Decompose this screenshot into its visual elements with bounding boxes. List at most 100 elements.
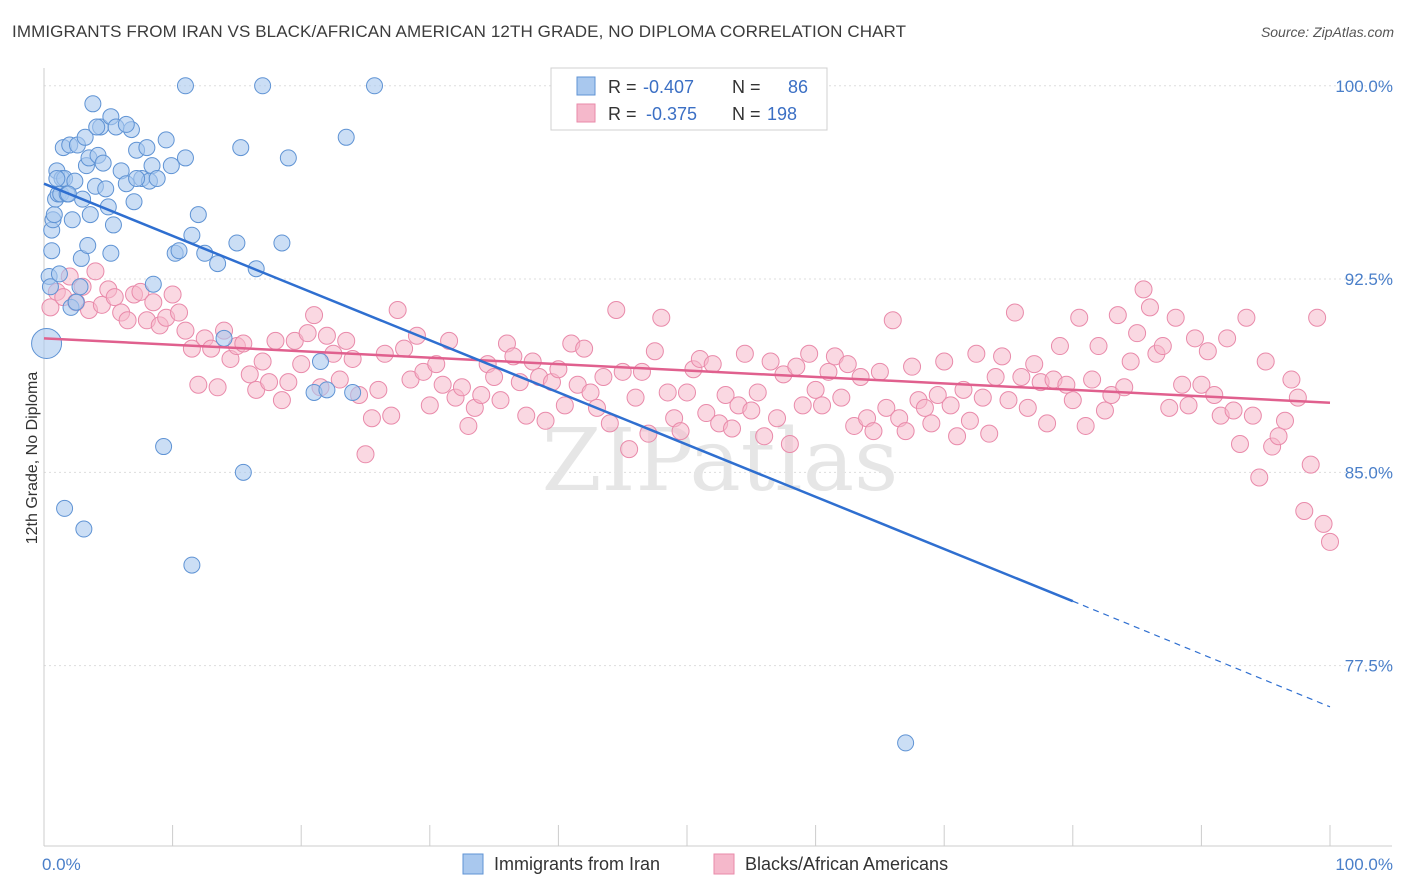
blue-data-point xyxy=(97,180,115,198)
pink-data-point xyxy=(575,339,594,358)
pink-data-point xyxy=(819,362,838,381)
pink-data-point xyxy=(1314,514,1333,533)
blue-data-point xyxy=(344,383,362,401)
blue-data-point xyxy=(76,128,94,146)
pink-data-point xyxy=(1288,388,1307,407)
pink-data-point xyxy=(1224,401,1243,420)
pink-data-point xyxy=(948,427,967,446)
pink-data-point xyxy=(941,396,960,415)
pink-data-point xyxy=(362,409,381,428)
pink-data-point xyxy=(1250,468,1269,487)
pink-data-point xyxy=(240,365,259,384)
pink-data-point xyxy=(594,367,613,386)
blue-data-point xyxy=(88,118,106,136)
pink-data-point xyxy=(472,386,491,405)
pink-data-point xyxy=(1192,375,1211,394)
pink-data-point xyxy=(877,398,896,417)
y-axis-label: 12th Grade, No Diploma xyxy=(24,372,41,545)
pink-data-point xyxy=(870,362,889,381)
pink-data-point xyxy=(388,300,407,319)
pink-data-point xyxy=(536,411,555,430)
pink-data-point xyxy=(420,396,439,415)
pink-data-point xyxy=(305,306,324,325)
pink-data-point xyxy=(459,416,478,435)
pink-data-point xyxy=(748,383,767,402)
blue-data-point xyxy=(155,438,173,456)
pink-data-point xyxy=(967,344,986,363)
pink-data-point xyxy=(838,355,857,374)
blue-data-point xyxy=(63,211,81,229)
pink-data-point xyxy=(761,352,780,371)
pink-data-point xyxy=(292,355,311,374)
pink-data-point xyxy=(1275,411,1294,430)
pink-data-point xyxy=(960,411,979,430)
pink-data-point xyxy=(1083,370,1102,389)
pink-data-point xyxy=(1230,434,1249,453)
blue-data-point xyxy=(43,242,61,260)
pink-data-point xyxy=(787,357,806,376)
blue-data-point xyxy=(31,327,63,359)
chart-title: IMMIGRANTS FROM IRAN VS BLACK/AFRICAN AM… xyxy=(12,22,907,41)
blue-trend-line xyxy=(43,182,1074,603)
pink-data-point xyxy=(1153,337,1172,356)
pink-data-point xyxy=(1134,280,1153,299)
pink-data-point xyxy=(382,406,401,425)
blue-data-point xyxy=(148,170,166,188)
pink-data-point xyxy=(928,386,947,405)
blue-data-point xyxy=(75,520,93,538)
pink-data-point xyxy=(999,391,1018,410)
pink-data-point xyxy=(1005,303,1024,322)
legend-box: R = -0.407 N = 86 R = -0.375 N = 198 xyxy=(550,67,828,131)
pink-data-point xyxy=(883,311,902,330)
pink-data-point xyxy=(793,396,812,415)
blue-data-point xyxy=(189,206,207,224)
pink-data-point xyxy=(1308,308,1327,327)
pink-data-point xyxy=(703,355,722,374)
pink-data-point xyxy=(620,440,639,459)
blue-data-point xyxy=(157,131,175,149)
pink-data-point xyxy=(253,352,272,371)
legend-n-value-blue: 86 xyxy=(788,77,808,97)
pink-data-point xyxy=(678,383,696,402)
pink-data-point xyxy=(491,391,510,410)
pink-data-point xyxy=(915,398,934,417)
pink-data-point xyxy=(1063,391,1082,410)
pink-data-point xyxy=(176,321,195,340)
legend-swatch-pink xyxy=(576,103,596,123)
pink-data-point xyxy=(272,391,291,410)
pink-data-point xyxy=(118,311,137,330)
blue-data-point xyxy=(81,206,99,224)
pink-data-point xyxy=(697,404,716,423)
pink-data-point xyxy=(896,422,915,441)
blue-data-point xyxy=(94,154,112,172)
legend-r-value-blue: -0.407 xyxy=(643,77,694,97)
pink-data-point xyxy=(993,347,1012,366)
pink-data-point xyxy=(317,326,336,345)
pink-data-point xyxy=(626,388,645,407)
blue-data-point xyxy=(162,157,180,175)
pink-data-point xyxy=(356,445,375,464)
y-tick-label: 77.5% xyxy=(1345,657,1393,676)
pink-data-point xyxy=(742,401,761,420)
bottom-legend-label-pink: Blacks/African Americans xyxy=(745,854,948,874)
pink-data-point xyxy=(980,424,999,443)
series-blue-points xyxy=(31,77,915,752)
axes xyxy=(43,68,1392,847)
blue-data-point xyxy=(232,139,250,157)
pink-data-point xyxy=(780,434,799,453)
pink-data-point xyxy=(369,380,388,399)
pink-data-point xyxy=(903,357,922,376)
blue-data-point xyxy=(45,206,63,224)
pink-data-point xyxy=(41,298,60,317)
pink-data-point xyxy=(1173,375,1192,394)
pink-data-point xyxy=(832,388,851,407)
pink-data-point xyxy=(755,427,774,446)
blue-data-point xyxy=(311,353,329,371)
pink-data-point xyxy=(1185,329,1204,348)
pink-data-point xyxy=(581,383,600,402)
pink-data-point xyxy=(1038,414,1057,433)
legend-swatch-blue xyxy=(576,76,596,96)
pink-data-point xyxy=(163,285,182,304)
blue-data-point xyxy=(117,115,135,133)
pink-data-point xyxy=(1160,398,1179,417)
